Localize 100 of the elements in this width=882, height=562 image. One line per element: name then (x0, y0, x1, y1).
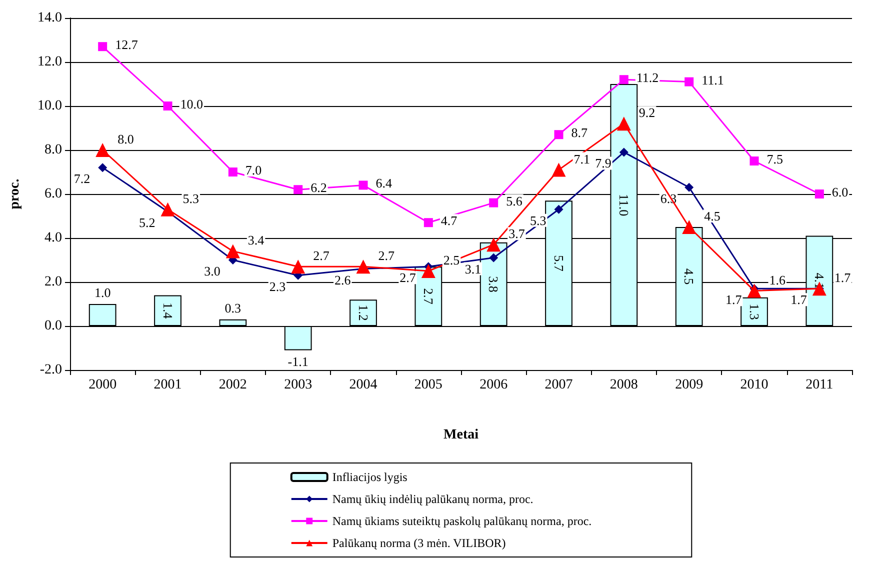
data-label: 4.5 (704, 208, 720, 224)
data-label: 1.7 (834, 270, 852, 286)
x-tick-label: 2005 (414, 378, 442, 392)
data-label: 7.0 (245, 162, 262, 178)
point (552, 162, 566, 177)
y-tick-label: 6.0 (44, 186, 62, 202)
point (421, 264, 436, 278)
data-label: 2.6 (334, 272, 352, 288)
data-label: 6.4 (376, 176, 392, 191)
point (684, 182, 694, 192)
data-label: 2.7 (420, 288, 436, 305)
data-label: 7.2 (74, 171, 90, 186)
data-label: 1.0 (94, 285, 111, 300)
data-label: 2.7 (400, 270, 416, 286)
y-tick-label: 10.0 (38, 98, 62, 114)
x-tick-label: 2004 (349, 378, 378, 392)
data-label: 1.6 (769, 272, 786, 288)
x-tick-label: 2008 (610, 378, 638, 392)
point (489, 198, 498, 208)
data-label: 4.5 (682, 268, 697, 285)
point (160, 202, 175, 216)
data-label: 2.7 (378, 248, 395, 264)
point (163, 102, 172, 110)
data-label: 3.4 (248, 232, 265, 248)
y-axis-title: proc. (8, 178, 22, 210)
data-label: 7.5 (766, 152, 783, 166)
data-label: 1.3 (746, 304, 762, 320)
point (424, 218, 433, 228)
point (486, 238, 501, 252)
x-tick-label: 2000 (88, 378, 117, 392)
data-label: 1.7 (790, 292, 808, 308)
data-label: 3.1 (464, 261, 482, 276)
data-label: 6.2 (310, 180, 327, 196)
data-label: 4.7 (440, 213, 458, 228)
data-label: 3.7 (508, 226, 526, 242)
y-tick-label: 12.0 (38, 54, 62, 70)
point (684, 77, 694, 86)
data-label: 1.2 (356, 304, 371, 321)
x-tick-label: 2003 (284, 378, 312, 392)
data-label: -1.1 (288, 354, 308, 370)
x-axis-title: Metai (444, 428, 479, 442)
data-label: 9.2 (638, 105, 656, 120)
legend-label: Namų ūkiams suteiktų paskolų palūkanų norma, proc. (332, 514, 592, 528)
y-tick-label: -2.0 (40, 362, 62, 378)
point (489, 253, 498, 262)
x-tick-label: 2011 (806, 378, 834, 392)
point (96, 143, 110, 157)
data-label: 8.0 (118, 132, 134, 146)
point (747, 284, 762, 298)
data-label: 5.3 (182, 190, 199, 206)
data-label: 11.2 (636, 70, 659, 86)
point (291, 260, 306, 274)
y-tick-label: 0.0 (44, 318, 62, 334)
x-tick-label: 2006 (480, 378, 508, 392)
data-label: 6.0 (832, 184, 848, 200)
x-tick-label: 2009 (675, 378, 704, 392)
data-label: 2.5 (443, 252, 460, 268)
x-tick-label: 2007 (544, 378, 573, 392)
data-label: 10.0 (180, 96, 203, 112)
y-tick-label: 2.0 (44, 274, 62, 290)
point (554, 130, 564, 140)
data-label: 2.7 (313, 248, 330, 264)
data-label: 11.1 (702, 72, 724, 88)
data-label: 8.7 (571, 125, 588, 140)
point (98, 163, 108, 172)
x-tick-label: 2010 (740, 378, 768, 392)
data-label: 0.3 (224, 300, 242, 316)
data-label: 5.2 (139, 215, 156, 230)
data-label: 7.1 (574, 151, 590, 166)
point (616, 116, 631, 131)
point (682, 220, 696, 234)
point (619, 75, 628, 84)
data-label: 5.7 (551, 255, 566, 272)
legend-label: Palūkanų norma (3 mėn. VILIBOR) (332, 536, 506, 550)
data-label: 1.4 (160, 302, 176, 320)
legend-label: Infliacijos lygis (332, 470, 408, 484)
data-label: 5.6 (506, 193, 523, 208)
point (750, 156, 759, 166)
point (814, 190, 824, 198)
point (358, 180, 368, 190)
point (226, 244, 240, 258)
point (619, 148, 628, 157)
data-label: 5.3 (530, 212, 546, 228)
y-tick-label: 8.0 (44, 142, 62, 158)
point (294, 185, 303, 194)
legend-label: Namų ūkių indėlių palūkanų norma, proc. (332, 492, 534, 506)
data-label: 7.9 (595, 156, 612, 171)
data-label: 3.0 (204, 264, 220, 278)
data-label: 11.0 (616, 194, 632, 216)
point (554, 204, 564, 214)
point (356, 260, 370, 274)
point (98, 42, 108, 52)
y-tick-label: 14.0 (38, 10, 62, 26)
data-label: 12.7 (115, 37, 138, 52)
data-label: 3.8 (486, 276, 502, 292)
point (228, 168, 238, 176)
data-label: 2.3 (269, 278, 286, 294)
data-label: 1.7 (726, 292, 742, 308)
x-tick-label: 2002 (218, 378, 247, 392)
x-tick-label: 2001 (154, 378, 182, 392)
